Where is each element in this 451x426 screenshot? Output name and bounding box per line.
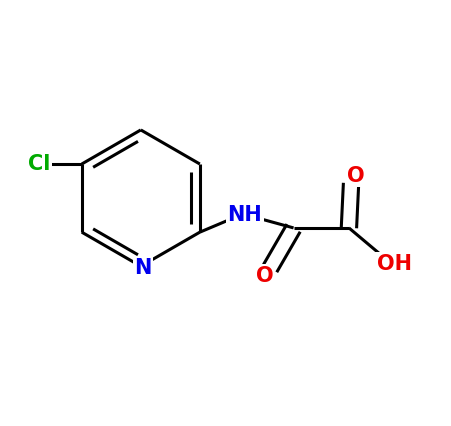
Text: NH: NH xyxy=(227,205,261,225)
Text: Cl: Cl xyxy=(28,154,50,174)
Text: N: N xyxy=(134,259,151,278)
Text: OH: OH xyxy=(376,254,411,274)
Text: O: O xyxy=(256,266,273,286)
Text: O: O xyxy=(346,166,364,185)
